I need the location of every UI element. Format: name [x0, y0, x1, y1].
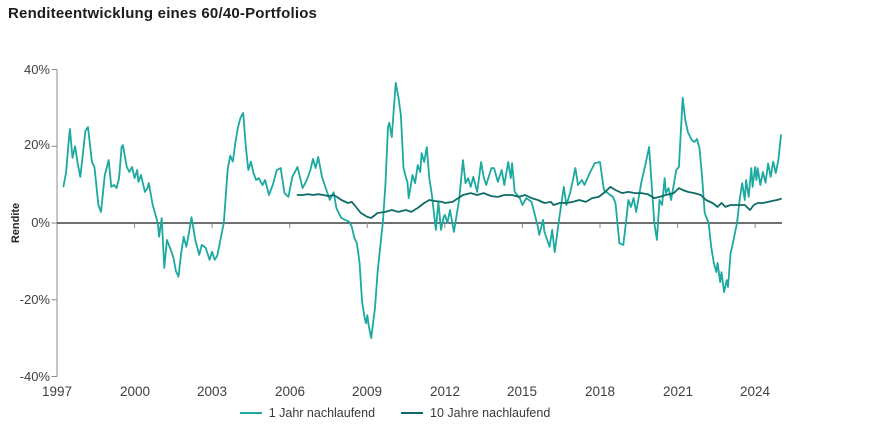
chart-title: Renditeentwicklung eines 60/40-Portfolio…	[8, 5, 318, 22]
series-line-10yr	[296, 185, 782, 219]
x-tick-label: 2012	[429, 384, 461, 399]
y-tick-label: -20%	[19, 292, 50, 307]
y-tick-label: -40%	[19, 369, 50, 384]
legend-swatch-10yr-icon	[401, 411, 424, 415]
legend-label-1yr: 1 Jahr nachlaufend	[268, 406, 376, 420]
y-tick-label: 40%	[23, 62, 50, 77]
x-tick-label: 2009	[351, 384, 383, 399]
series-line-1yr	[62, 82, 782, 340]
y-tick-label: 0%	[31, 215, 50, 230]
x-tick-label: 2000	[119, 384, 151, 399]
x-tick-label: 2015	[506, 384, 538, 399]
legend-item-10yr: 10 Jahre nachlaufend	[401, 406, 550, 420]
x-tick-label: 2003	[196, 384, 228, 399]
legend-swatch-1yr-icon	[239, 411, 262, 415]
x-tick-label: 2006	[274, 384, 306, 399]
legend-item-1yr: 1 Jahr nachlaufend	[239, 406, 376, 420]
x-tick-label: 2018	[584, 384, 616, 399]
x-tick-label: 2021	[662, 384, 694, 399]
legend-label-10yr: 10 Jahre nachlaufend	[430, 406, 551, 420]
legend: 1 Jahr nachlaufend 10 Jahre nachlaufend	[0, 406, 790, 420]
y-tick-label: 20%	[23, 137, 50, 152]
x-tick-label: 2024	[739, 384, 771, 399]
x-tick-label: 1997	[41, 384, 73, 399]
